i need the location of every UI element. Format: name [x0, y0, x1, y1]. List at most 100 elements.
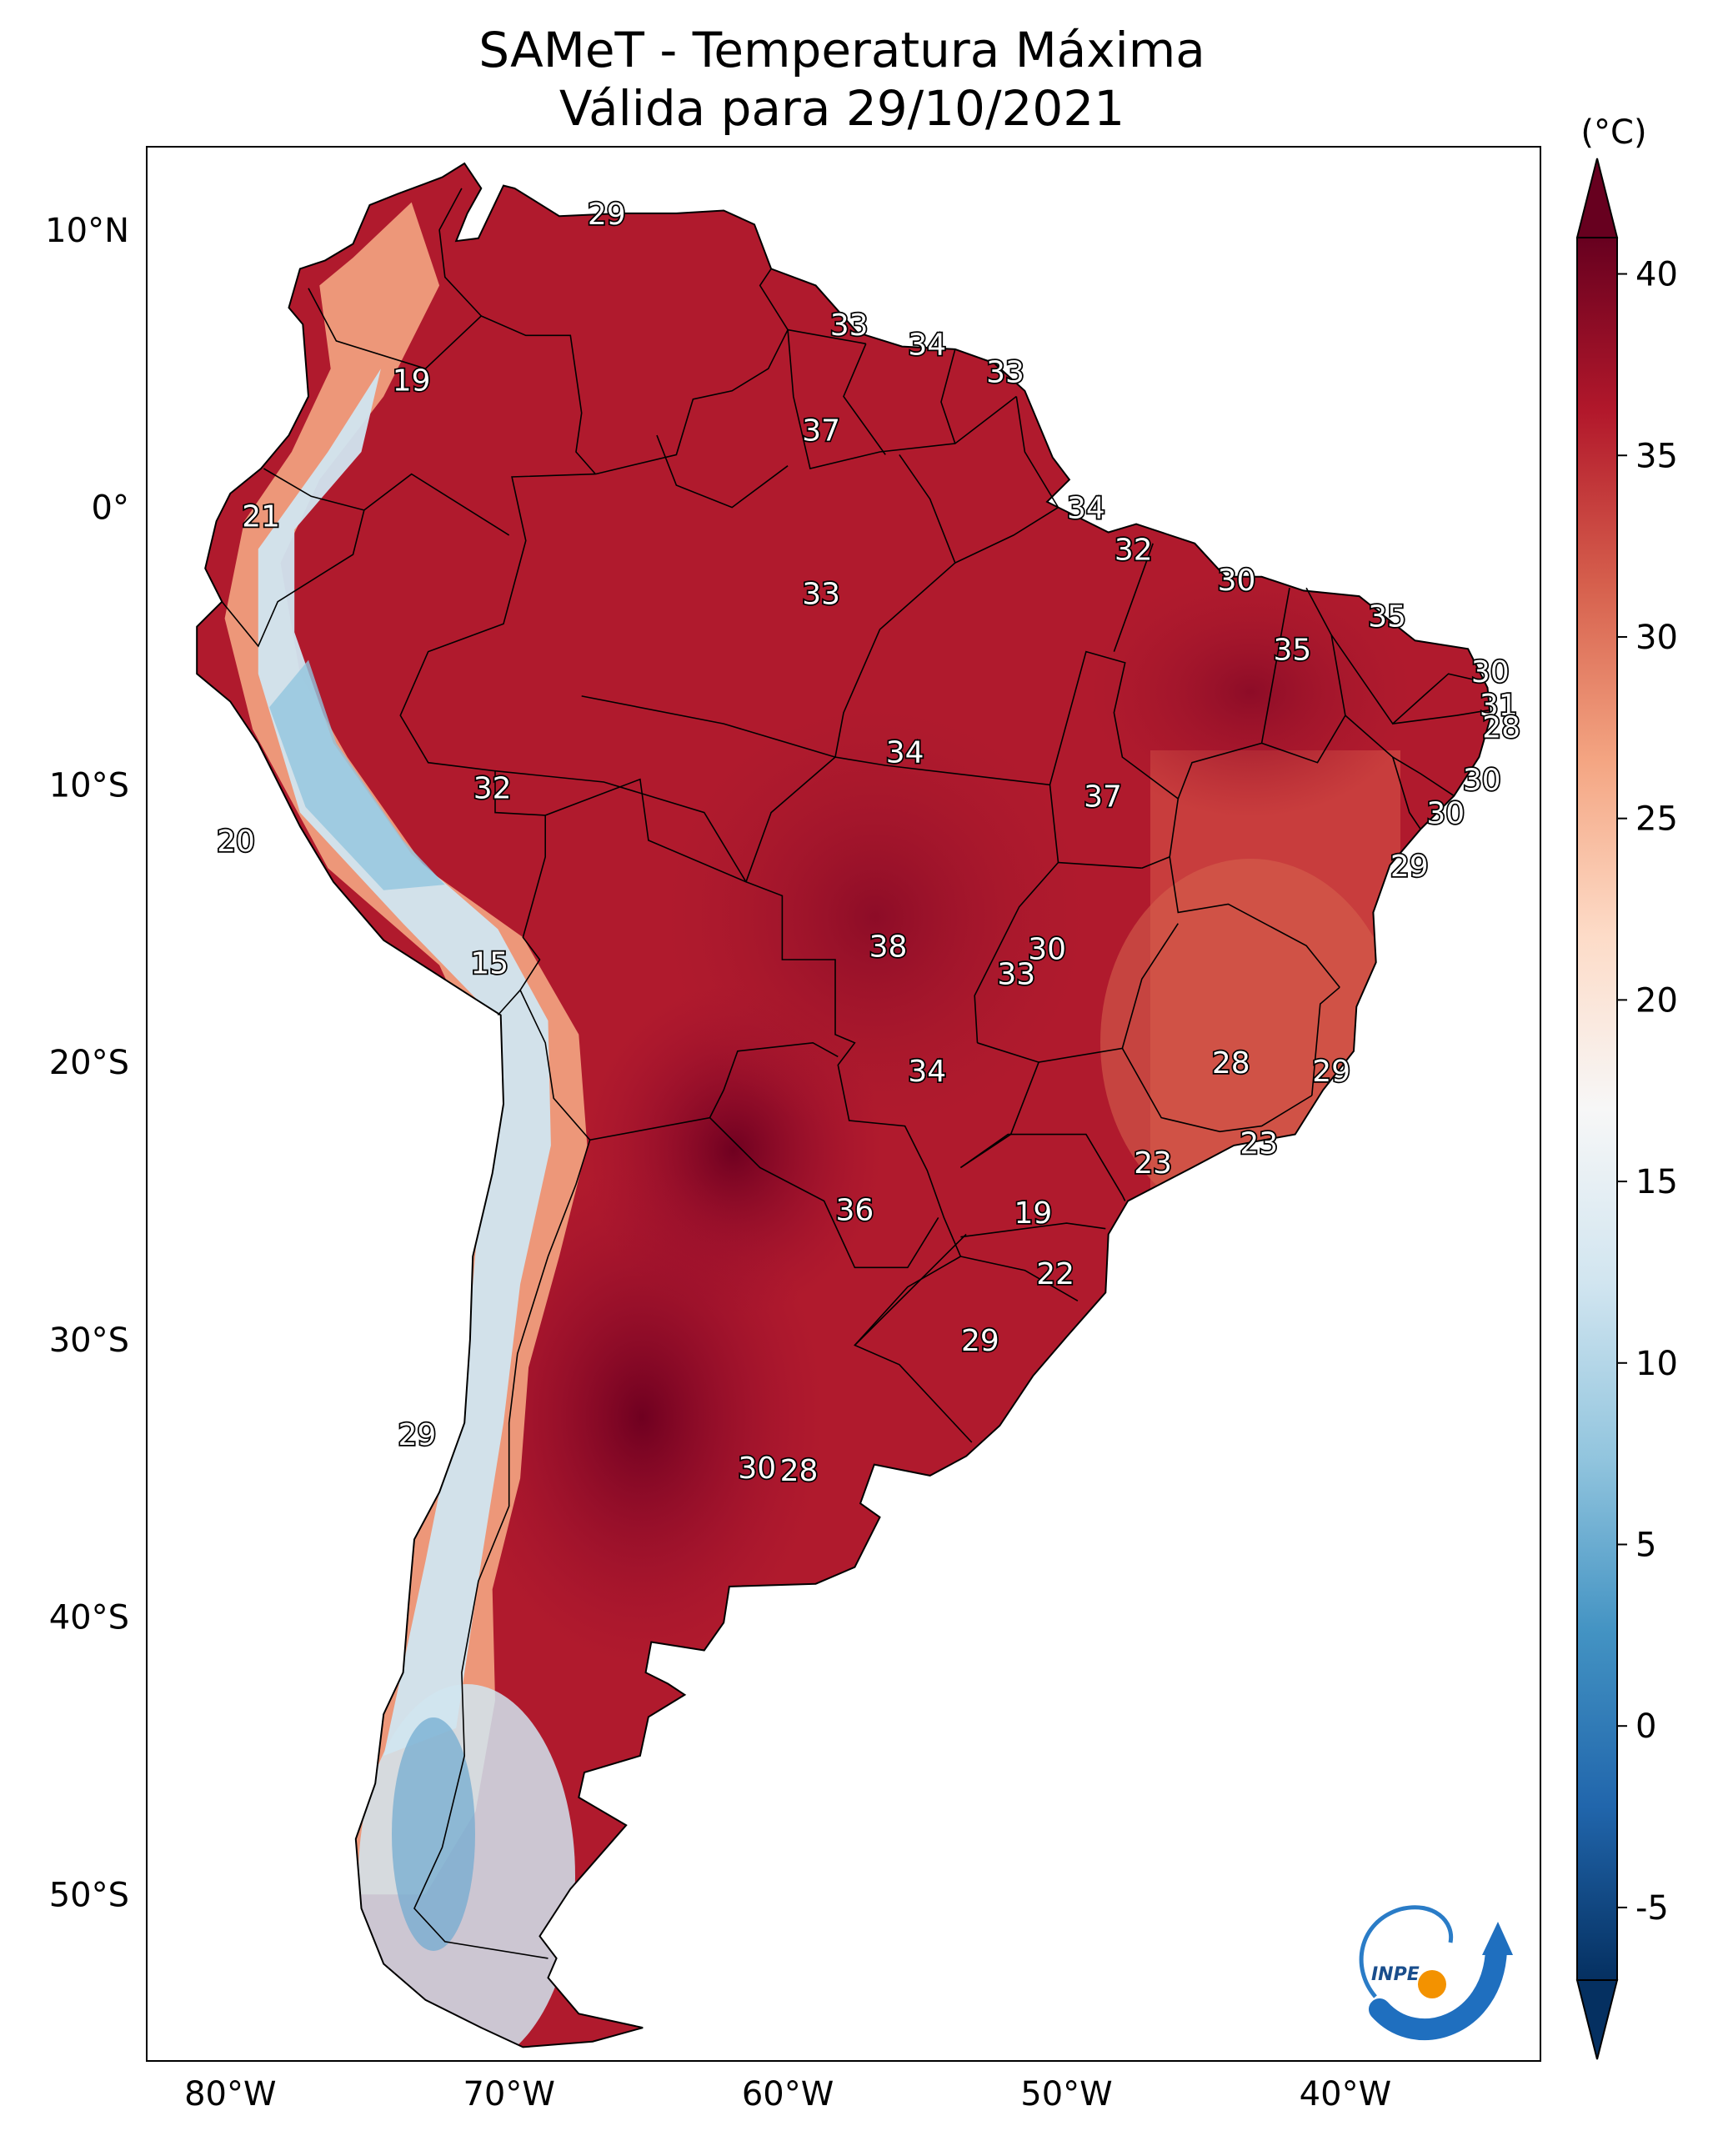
border-line: [494, 770, 747, 883]
border-line: [1330, 634, 1485, 725]
temperature-label: 30: [1218, 564, 1256, 598]
colorbar-tick-label: 5: [1635, 1527, 1656, 1565]
border-line: [581, 695, 836, 758]
border-line: [709, 1117, 939, 1269]
lat-tick-label: 10°N: [45, 212, 129, 250]
colorbar-tick-label: 10: [1635, 1345, 1678, 1383]
temperature-label: 21: [242, 500, 280, 534]
country-borders: [221, 188, 1490, 1959]
colorbar-bottom-extend: [1575, 1979, 1619, 2060]
border-line: [221, 468, 365, 648]
coastline: [196, 162, 1491, 2048]
border-line: [1392, 756, 1421, 830]
temperature-label: 32: [473, 772, 512, 806]
temperature-label: 15: [470, 946, 508, 980]
colorbar-tick-label: 40: [1635, 256, 1678, 294]
temperature-label: 35: [1368, 599, 1406, 634]
lat-tick-label: 50°S: [49, 1876, 129, 1914]
border-line: [1113, 543, 1154, 652]
map-title-line1: SAMeT - Temperatura Máxima: [478, 22, 1205, 78]
temperature-label: 32: [1114, 534, 1153, 568]
lat-tick-label: 0°: [92, 489, 129, 528]
temperature-label: 30: [1463, 764, 1501, 798]
border-line: [854, 1233, 967, 1346]
lat-tick-label: 30°S: [49, 1321, 129, 1360]
border-line: [1169, 856, 1340, 988]
border-line: [1121, 1048, 1313, 1133]
temperature-label: 33: [830, 308, 869, 343]
inpe-logo-text: INPE: [1371, 1964, 1420, 1985]
temperature-label: 30: [738, 1452, 776, 1486]
temperature-label: 19: [1014, 1196, 1052, 1231]
temperature-label: 33: [997, 958, 1035, 992]
colorbar-tick-label: 20: [1635, 981, 1678, 1020]
border-line: [1345, 714, 1455, 797]
temperature-label: 22: [1036, 1257, 1074, 1291]
temperature-label: 35: [1273, 633, 1311, 667]
border-line: [308, 288, 597, 475]
border-line: [1177, 587, 1290, 800]
temperature-label: 37: [802, 414, 840, 448]
border-line: [834, 454, 956, 758]
temperature-label: 30: [1028, 933, 1066, 967]
temperature-label: 29: [1312, 1055, 1350, 1089]
temperature-label: 23: [1240, 1127, 1278, 1161]
border-line: [1392, 709, 1490, 725]
border-line: [363, 473, 510, 536]
temperature-label: 29: [398, 1418, 436, 1452]
border-line: [1049, 650, 1180, 869]
border-line: [1311, 986, 1340, 1096]
temperature-label: 31: [1480, 689, 1518, 723]
border-line: [954, 396, 1059, 564]
lat-tick-label: 20°S: [49, 1044, 129, 1082]
border-line: [960, 1256, 1079, 1301]
temperature-label: 28: [1482, 711, 1520, 745]
border-line: [940, 348, 956, 444]
temperature-label: 23: [1134, 1146, 1172, 1181]
latitude-tick-labels: 10°N 0° 10°S 20°S 30°S 40°S 50°S: [45, 212, 129, 1915]
border-line: [438, 188, 482, 317]
map-title-line2: Válida para 29/10/2021: [559, 80, 1124, 137]
temperature-label: 29: [961, 1324, 999, 1358]
lon-tick-label: 60°W: [742, 2075, 834, 2113]
temperature-label: 29: [588, 198, 626, 232]
border-line: [519, 815, 546, 991]
temperature-label: 30: [1471, 655, 1510, 689]
border-line: [787, 328, 866, 345]
border-line: [595, 268, 789, 475]
colorbar-tick-label: 0: [1635, 1707, 1656, 1746]
border-line: [787, 329, 1017, 469]
border-line: [843, 343, 886, 455]
border-line: [960, 1222, 1106, 1238]
temperature-label: 28: [780, 1454, 819, 1488]
inpe-logo-icon: INPE: [1359, 1905, 1513, 2041]
border-line: [413, 1140, 591, 1959]
colorbar-tick-label: 35: [1635, 437, 1678, 475]
temperature-label: 34: [886, 735, 924, 770]
colorbar-tick-label: 30: [1635, 619, 1678, 657]
map-frame: [146, 146, 1541, 2062]
colorbar-tick-label: 25: [1635, 800, 1678, 839]
lat-tick-label: 10°S: [49, 766, 129, 805]
temperature-label: 38: [869, 930, 908, 964]
temperature-label: 19: [393, 364, 431, 399]
border-line: [959, 1133, 1126, 1201]
colorbar-tick-label: -5: [1635, 1889, 1669, 1928]
colorbar-top-extend: [1575, 158, 1619, 238]
temperature-label: 33: [986, 356, 1024, 390]
temperature-label: 33: [802, 578, 840, 612]
border-line: [656, 434, 789, 509]
lon-tick-label: 70°W: [463, 2075, 554, 2113]
lon-tick-label: 80°W: [184, 2075, 276, 2113]
colorbar-scale: [1576, 237, 1618, 1981]
temperature-label: 36: [835, 1193, 874, 1227]
temperature-label: 34: [908, 1055, 946, 1089]
lon-tick-label: 50°W: [1020, 2075, 1112, 2113]
border-line: [399, 473, 973, 1443]
colorbar: (°C) 40 35 30 25 20 15 10 5 0 -5: [1575, 113, 1678, 2060]
colorbar-unit-label: (°C): [1580, 113, 1646, 152]
temperature-label: 29: [1390, 850, 1429, 884]
